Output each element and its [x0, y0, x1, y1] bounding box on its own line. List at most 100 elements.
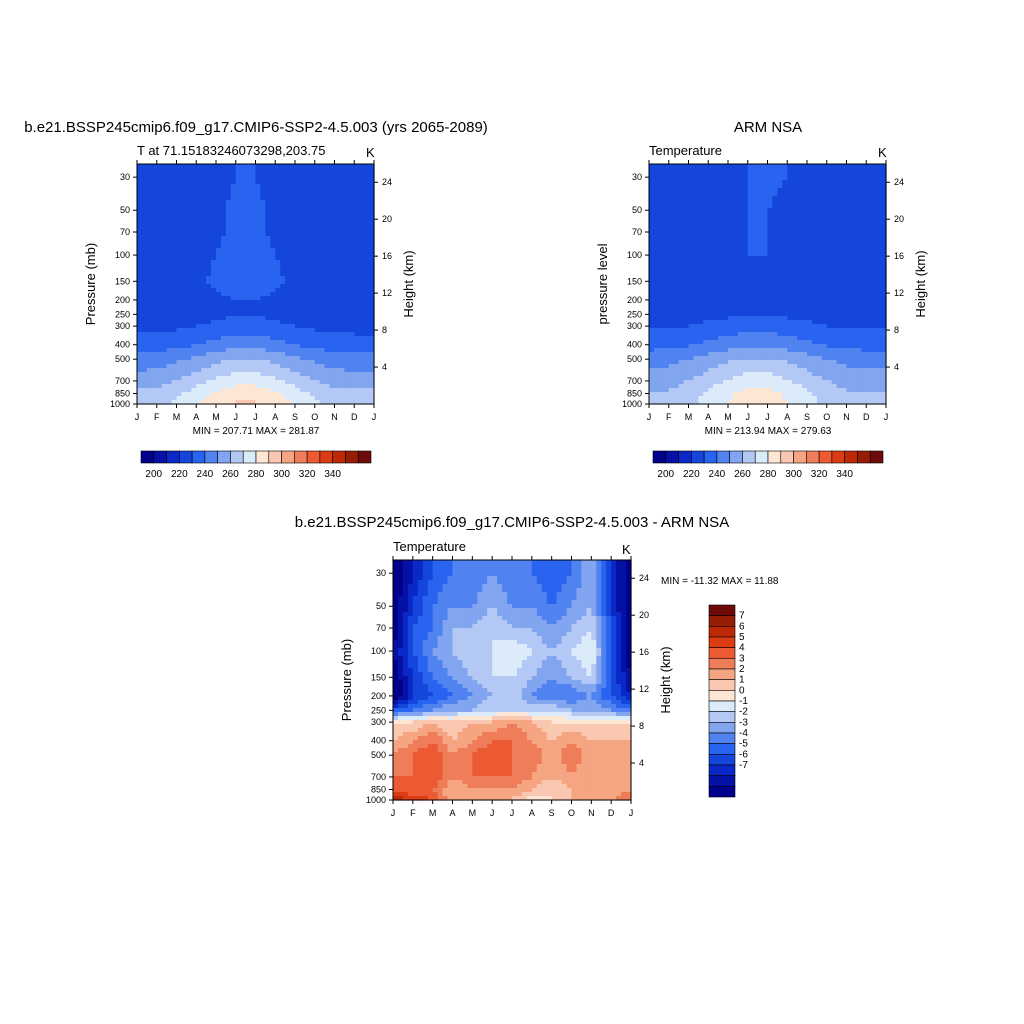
panel1-cell [186, 284, 192, 289]
panel1-cell [295, 400, 301, 405]
panel2-cell [772, 260, 778, 265]
panel1-cell [304, 344, 311, 349]
panel2-cell [723, 280, 729, 285]
panel2-cell [653, 172, 660, 177]
panel2-cell [703, 244, 709, 249]
panel1-cell [255, 336, 262, 341]
panel2-cell [856, 180, 862, 185]
panel2-cell [693, 252, 699, 257]
panel2-cell [649, 300, 655, 305]
panel2-cell [678, 260, 685, 265]
panel1-cell [141, 328, 148, 333]
panel1-cell [156, 316, 163, 321]
panel1-cell [216, 268, 222, 273]
panel1-cell [290, 216, 296, 221]
panel1-cell [329, 400, 336, 405]
panel2-cell [737, 284, 744, 289]
panel1-cell [216, 208, 222, 213]
panel2-cell [826, 188, 833, 193]
panel1-cell [156, 208, 163, 213]
panel1-cell [295, 396, 301, 401]
panel1-cell [206, 236, 212, 241]
panel2-cell [703, 264, 709, 269]
panel1-cell [196, 180, 202, 185]
panel1-cell [161, 192, 168, 197]
panel1-cell [171, 196, 178, 201]
panel2-cell [732, 260, 739, 265]
panel1-cell [299, 296, 306, 301]
panel2-cell [663, 172, 670, 177]
panel2-cell [747, 208, 754, 213]
panel1-cell [176, 164, 183, 169]
panel2-cell [693, 312, 699, 317]
panel1-cell [329, 308, 336, 313]
panel2-cell [742, 164, 749, 169]
panel1-cell [181, 192, 187, 197]
panel1-cell [324, 312, 331, 317]
panel2-cell [846, 236, 853, 241]
panel2-cell [757, 240, 764, 245]
panel1-cell [166, 356, 173, 361]
panel2-cell [673, 208, 680, 213]
panel1-cell [329, 272, 336, 277]
panel1-cell [196, 256, 202, 261]
panel1-cell [344, 168, 350, 173]
panel1-cell [334, 180, 341, 185]
panel1-cell [270, 172, 276, 177]
panel2-cell [797, 264, 803, 269]
panel1-cell [235, 268, 242, 273]
panel1-cell [220, 320, 227, 325]
panel1-cell [309, 300, 316, 305]
panel1-cell [309, 252, 316, 257]
panel2-cell [876, 188, 882, 193]
panel1-cell [255, 204, 262, 209]
panel1-cell [344, 240, 350, 245]
panel1-cell [304, 236, 311, 241]
panel1-cell [156, 276, 163, 281]
panel1-cell [265, 340, 271, 345]
panel2-cell [658, 316, 665, 321]
panel1-cell [225, 272, 232, 277]
panel2-cell [856, 264, 862, 269]
panel1-cell [295, 220, 301, 225]
panel1-cell [225, 228, 232, 233]
panel1-cell [255, 168, 262, 173]
panel1-cell [324, 264, 331, 269]
panel1-cell [295, 372, 301, 377]
panel2-title: ARM NSA [734, 119, 802, 136]
panel2-cell [787, 196, 793, 201]
panel1-cell [324, 356, 331, 361]
panel1-cell [295, 360, 301, 365]
panel2-cell [762, 280, 769, 285]
panel2-cell [826, 236, 833, 241]
panel1-cell [369, 264, 375, 269]
panel1-cell [309, 164, 316, 169]
panel1-cell [235, 352, 242, 357]
panel1-cell [329, 364, 336, 369]
panel1-cell [171, 332, 178, 337]
panel1-cell [285, 352, 291, 357]
panel2-cell [658, 280, 665, 285]
panel1-cell [141, 340, 148, 345]
panel2-cell [861, 248, 867, 253]
panel1-cell [235, 280, 242, 285]
panel2-cell [777, 276, 783, 281]
panel2-cell [728, 280, 734, 285]
panel1-cell [265, 300, 271, 305]
panel2-cell [668, 256, 675, 261]
panel1-cell [280, 168, 286, 173]
panel2-cell [683, 232, 690, 237]
panel1-cell [299, 352, 306, 357]
panel1-cell [186, 348, 192, 353]
panel1-cell [290, 320, 296, 325]
panel1-cell [334, 280, 341, 285]
panel1-cell [137, 276, 143, 281]
panel1-cell [349, 304, 355, 309]
panel1-cell [319, 212, 326, 217]
panel2-cell [742, 328, 749, 333]
panel1-cell [151, 288, 158, 293]
panel2-cell [782, 188, 788, 193]
panel1-cell [314, 344, 321, 349]
panel1-cell [339, 284, 345, 289]
